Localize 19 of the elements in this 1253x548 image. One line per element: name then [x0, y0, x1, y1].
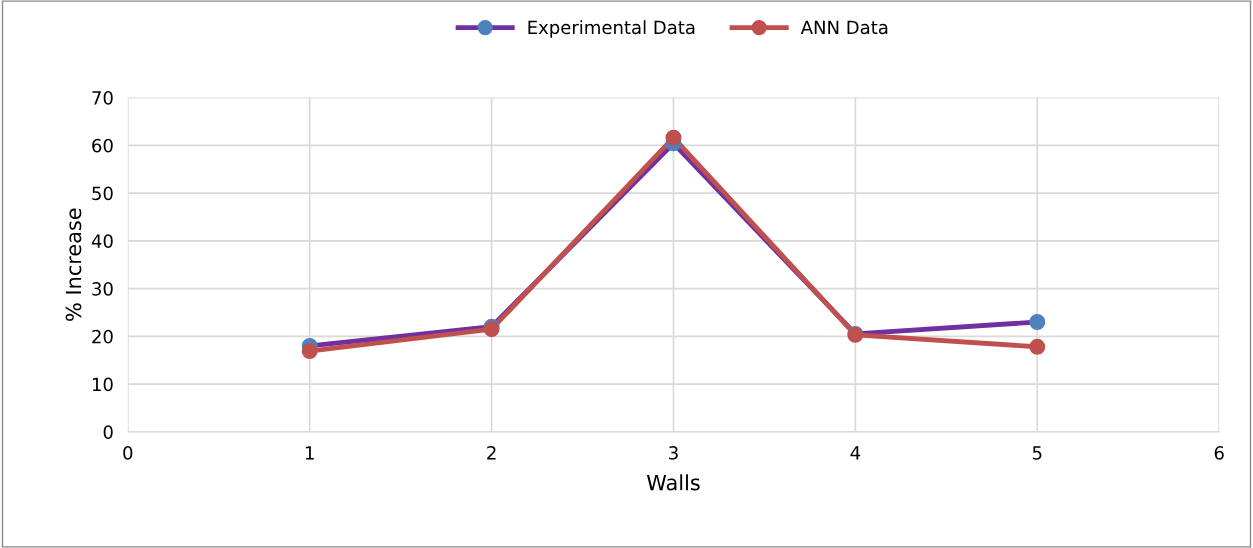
y-tick-label: 50 — [92, 186, 113, 201]
x-tick-label: 0 — [123, 446, 133, 460]
y-tick-label: 40 — [91, 234, 113, 248]
x-tick-label: 1 — [305, 446, 314, 460]
x-tick-label: 4 — [850, 446, 861, 460]
y-axis-title: % Increase — [65, 208, 82, 321]
x-tick-label: 6 — [1214, 446, 1224, 460]
x-tick-label: 3 — [669, 446, 678, 460]
y-tick-label: 30 — [92, 282, 113, 296]
x-tick-label: 5 — [1032, 446, 1042, 460]
y-tick-label: 10 — [92, 377, 113, 392]
legend-label: Experimental Data — [528, 20, 695, 38]
x-axis-title: Walls — [646, 474, 700, 491]
legend-label: ANN Data — [800, 20, 888, 35]
y-tick-label: 20 — [92, 329, 113, 344]
y-tick-label: 70 — [92, 91, 113, 105]
y-tick-label: 60 — [92, 138, 113, 153]
x-tick-label: 2 — [487, 446, 496, 460]
y-tick-label: 0 — [103, 425, 113, 439]
